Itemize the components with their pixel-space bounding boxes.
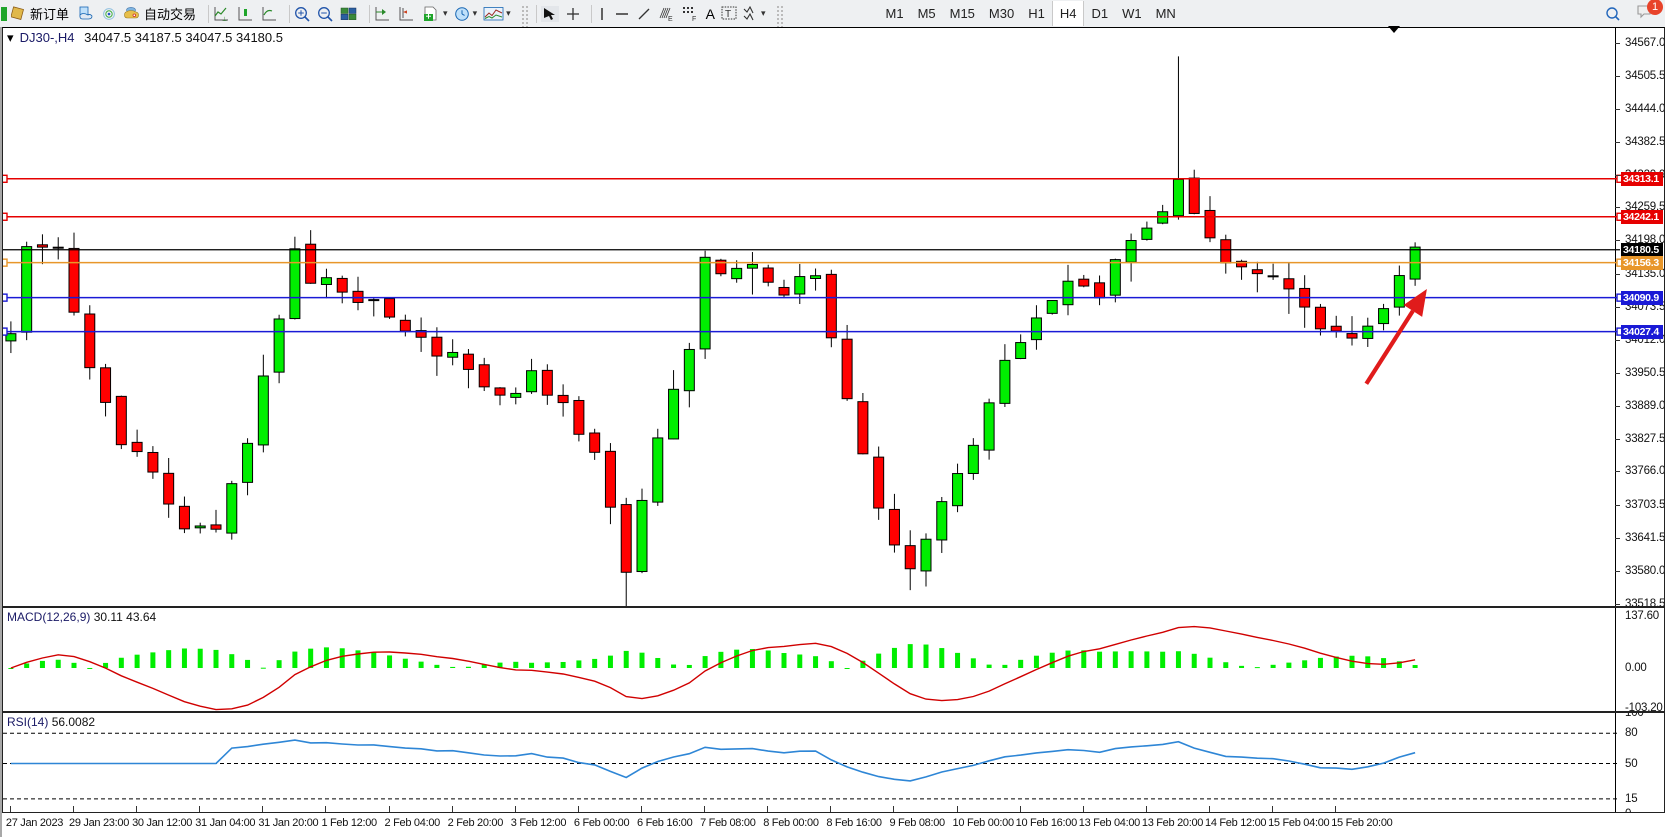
svg-text:⊥: ⊥ (222, 16, 227, 22)
svg-text:F: F (692, 16, 696, 22)
svg-text:E: E (668, 16, 673, 22)
svg-text:T: T (725, 9, 731, 20)
